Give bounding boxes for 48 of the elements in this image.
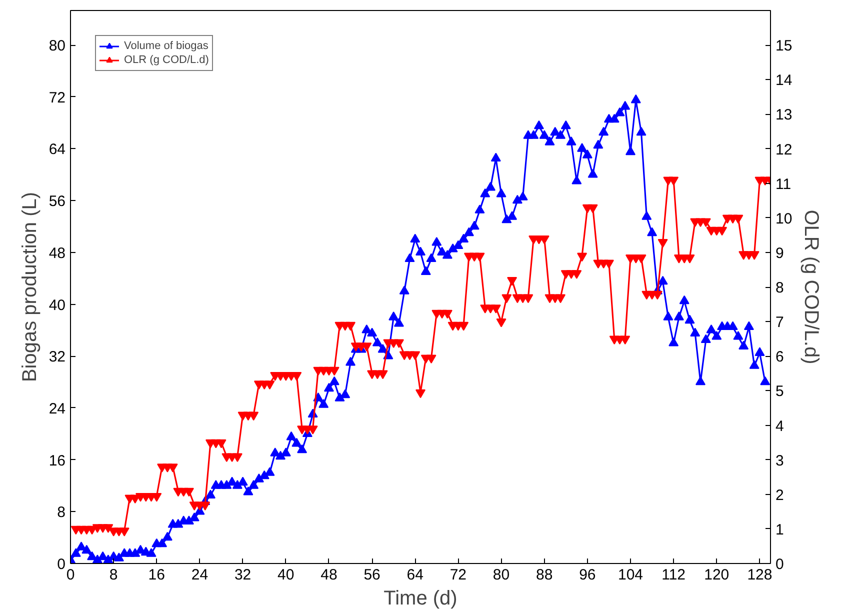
y2-tick-label: 2 <box>776 486 784 504</box>
y2-tick-label: 10 <box>776 210 792 228</box>
y2-tick-label: 4 <box>776 418 784 435</box>
y2-tick-label: 7 <box>776 314 784 332</box>
x-tick-label: 64 <box>406 566 424 584</box>
y2-tick-label: 0 <box>776 556 784 573</box>
y-tick-label: 72 <box>48 89 66 106</box>
y2-tick-label: 9 <box>776 244 784 262</box>
legend-label: Volume of biogas <box>124 39 208 53</box>
y-tick-label: 48 <box>48 244 66 262</box>
x-tick-label: 48 <box>320 566 338 584</box>
x-tick-label: 40 <box>278 566 294 584</box>
x-tick-label: 96 <box>579 566 596 584</box>
legend-label: OLR (g COD/L.d) <box>124 53 209 67</box>
y2-axis-title: OLR (g COD/L.d) <box>800 210 822 364</box>
x-tick-label: 120 <box>704 566 730 584</box>
y-tick-label: 16 <box>48 452 66 470</box>
y-tick-label: 80 <box>48 38 66 55</box>
y2-tick-label: 12 <box>776 141 792 158</box>
x-axis-title: Time (d) <box>384 588 458 610</box>
x-tick-label: 128 <box>747 566 772 584</box>
y2-tick-label: 3 <box>776 452 784 470</box>
y-axis-title: Biogas production (L) <box>18 192 41 382</box>
x-tick-label: 112 <box>662 566 686 584</box>
y-tick-label: 56 <box>48 193 66 210</box>
x-tick-label: 56 <box>364 566 380 584</box>
y-tick-label: 0 <box>57 556 66 573</box>
y2-tick-label: 8 <box>776 280 784 296</box>
y-tick-label: 64 <box>48 141 66 158</box>
y2-tick-label: 15 <box>776 38 792 55</box>
y-tick-label: 40 <box>48 296 66 314</box>
x-tick-label: 16 <box>148 566 165 584</box>
y2-tick-label: 13 <box>776 106 792 124</box>
x-tick-label: 80 <box>492 566 510 584</box>
x-tick-label: 104 <box>618 566 644 584</box>
y-tick-label: 24 <box>48 400 66 418</box>
y2-tick-label: 1 <box>776 521 784 538</box>
x-tick-label: 72 <box>450 566 467 584</box>
y2-tick-label: 6 <box>776 348 784 366</box>
x-tick-label: 24 <box>191 566 208 584</box>
x-tick-label: 8 <box>109 566 118 584</box>
y-tick-label: 8 <box>57 504 66 522</box>
y2-tick-label: 14 <box>776 72 792 90</box>
x-tick-label: 88 <box>536 566 553 584</box>
y2-tick-label: 5 <box>776 383 784 400</box>
x-tick-label: 32 <box>234 566 252 584</box>
y-tick-label: 32 <box>48 348 66 366</box>
y2-tick-label: 11 <box>776 176 792 193</box>
